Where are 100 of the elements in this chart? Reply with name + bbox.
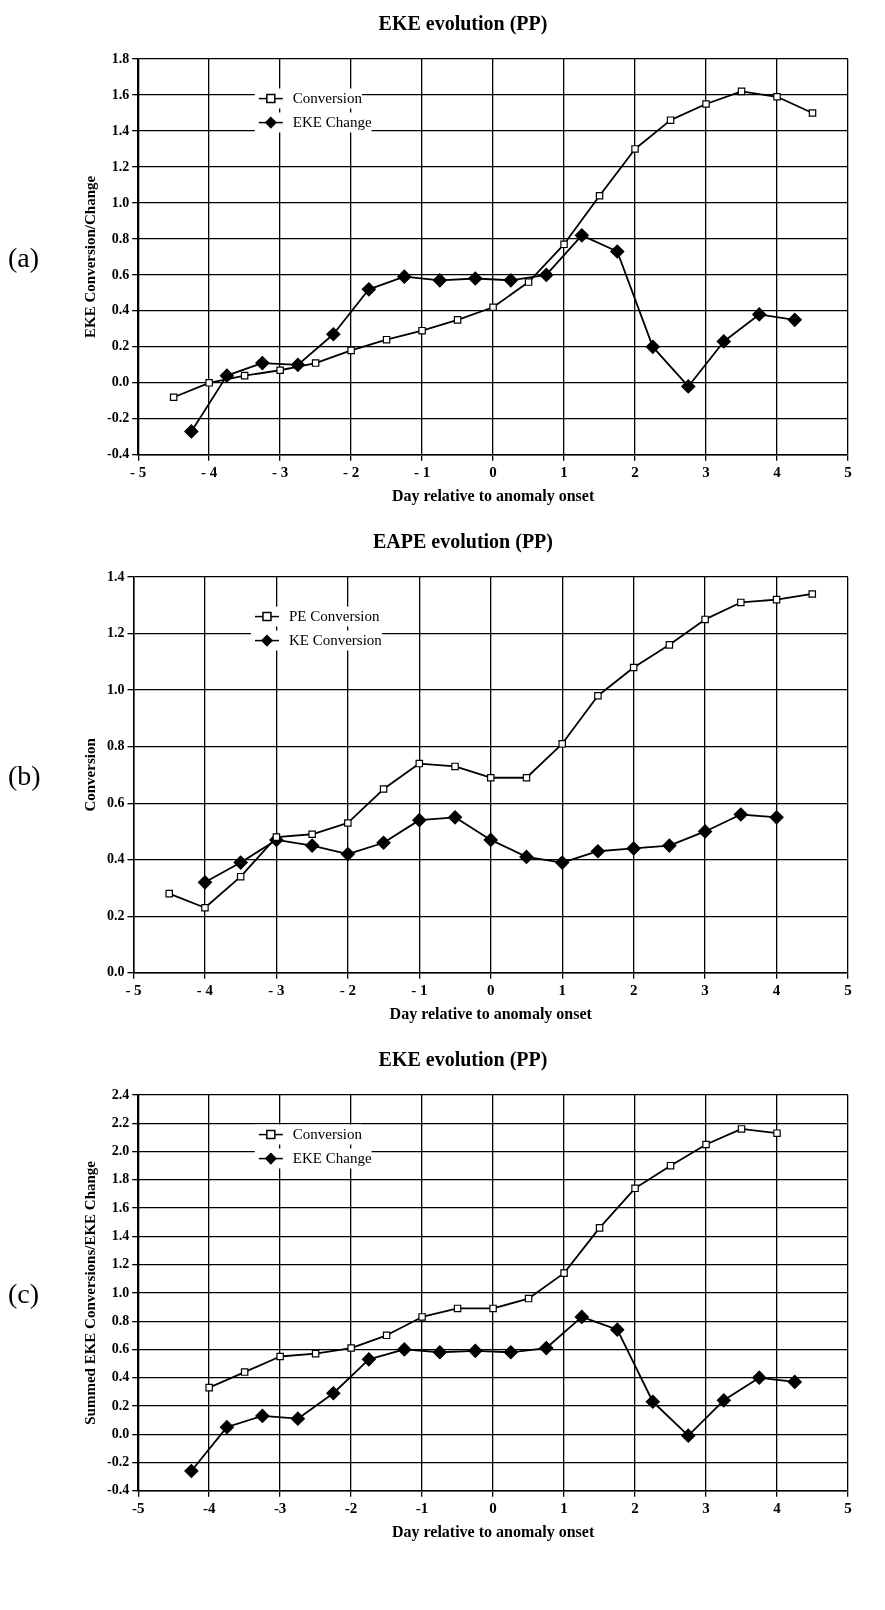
point (701, 615, 709, 624)
y-tick-label: -0.2 (106, 410, 130, 426)
point (233, 855, 248, 870)
y-tick-label: 1.2 (111, 158, 130, 174)
y-tick-label: 1.0 (107, 681, 125, 697)
point (397, 269, 412, 284)
point (308, 830, 316, 839)
x-tick-label: 5 (844, 1499, 852, 1516)
point (522, 773, 531, 782)
y-tick-label: 2.4 (111, 1086, 130, 1102)
point (236, 872, 245, 881)
point (631, 145, 639, 153)
point (590, 844, 606, 859)
y-tick-label: 1.0 (111, 194, 130, 210)
y-tick-label: 0.0 (111, 1425, 130, 1441)
point (645, 339, 660, 354)
y-tick-label: 0.8 (107, 738, 125, 754)
x-tick-label: -2 (344, 1499, 358, 1516)
point (468, 1343, 483, 1358)
x-tick-label: 2 (631, 463, 639, 480)
point (347, 1344, 355, 1352)
point (483, 832, 498, 848)
point (447, 810, 463, 825)
point (503, 1345, 518, 1360)
point (808, 590, 817, 598)
point (197, 875, 213, 890)
x-tick-label: 1 (560, 1499, 568, 1516)
point (558, 740, 566, 748)
x-tick-label: 0 (487, 981, 495, 998)
x-tick-label: 2 (631, 1499, 639, 1516)
point (255, 1408, 270, 1423)
x-tick-label: 4 (773, 1499, 782, 1516)
x-axis-title: Day relative to anomaly onset (389, 1004, 593, 1023)
point (666, 116, 675, 124)
x-tick-label: - 5 (130, 463, 147, 480)
y-axis-title: Summed EKE Conversions/EKE Change (81, 1160, 98, 1425)
point (665, 641, 674, 649)
y-tick-label: 0.2 (107, 907, 125, 923)
point (311, 1349, 320, 1358)
point (397, 1342, 412, 1357)
y-tick-label: 0.6 (107, 794, 125, 810)
y-tick-label: 0.2 (111, 338, 130, 354)
point (361, 1352, 376, 1367)
x-tick-label: 3 (701, 981, 709, 998)
point (344, 819, 352, 827)
y-tick-label: 0.4 (111, 302, 130, 318)
x-tick-label: - 5 (125, 981, 142, 998)
point (340, 846, 355, 862)
point (645, 1394, 660, 1409)
point (773, 1129, 781, 1137)
point (752, 1370, 767, 1385)
point (626, 841, 641, 856)
point (184, 1463, 199, 1479)
point (486, 773, 495, 782)
y-axis-title: EKE Conversion/Change (81, 175, 98, 338)
x-tick-label: 3 (702, 463, 710, 480)
point (361, 282, 376, 297)
y-tick-label: 0.0 (111, 374, 130, 390)
x-tick-label: -1 (415, 1499, 429, 1516)
point (432, 1345, 447, 1360)
y-tick-label: 1.6 (111, 86, 130, 102)
point (326, 1386, 341, 1401)
x-tick-label: - 3 (272, 463, 289, 480)
point (432, 273, 447, 288)
point (305, 838, 320, 853)
point (574, 228, 589, 243)
x-tick-label: 1 (560, 463, 568, 480)
point (594, 691, 602, 700)
x-tick-label: 1 (558, 981, 566, 998)
point (184, 424, 199, 439)
point (276, 1352, 284, 1361)
point (555, 855, 570, 870)
point (519, 849, 534, 864)
point (681, 379, 696, 394)
point (681, 1428, 696, 1443)
point (165, 889, 174, 898)
point (737, 598, 745, 607)
y-tick-label: -0.2 (106, 1454, 130, 1470)
x-axis-title: Day relative to anomaly onset (391, 1522, 595, 1541)
text: (c) (8, 1278, 41, 1310)
legend-label: Conversion (292, 1125, 363, 1142)
x-tick-label: -4 (202, 1499, 216, 1516)
y-tick-label: 2.0 (111, 1143, 130, 1159)
point (382, 1331, 391, 1340)
point (326, 327, 341, 342)
point (415, 759, 424, 768)
y-tick-label: 0.2 (111, 1397, 130, 1413)
point (560, 1269, 568, 1277)
point (376, 835, 391, 850)
point (290, 1411, 305, 1426)
x-tick-label: - 2 (339, 981, 356, 998)
y-tick-label: 1.4 (111, 122, 130, 138)
y-tick-label: 0.8 (111, 1312, 130, 1328)
y-tick-label: 1.2 (107, 625, 125, 641)
x-tick-label: - 1 (411, 981, 428, 998)
point (574, 1309, 589, 1325)
point (347, 346, 355, 355)
point (311, 359, 320, 367)
y-tick-label: 0.4 (107, 851, 125, 867)
chart-title: EAPE evolution (PP) (373, 530, 553, 554)
